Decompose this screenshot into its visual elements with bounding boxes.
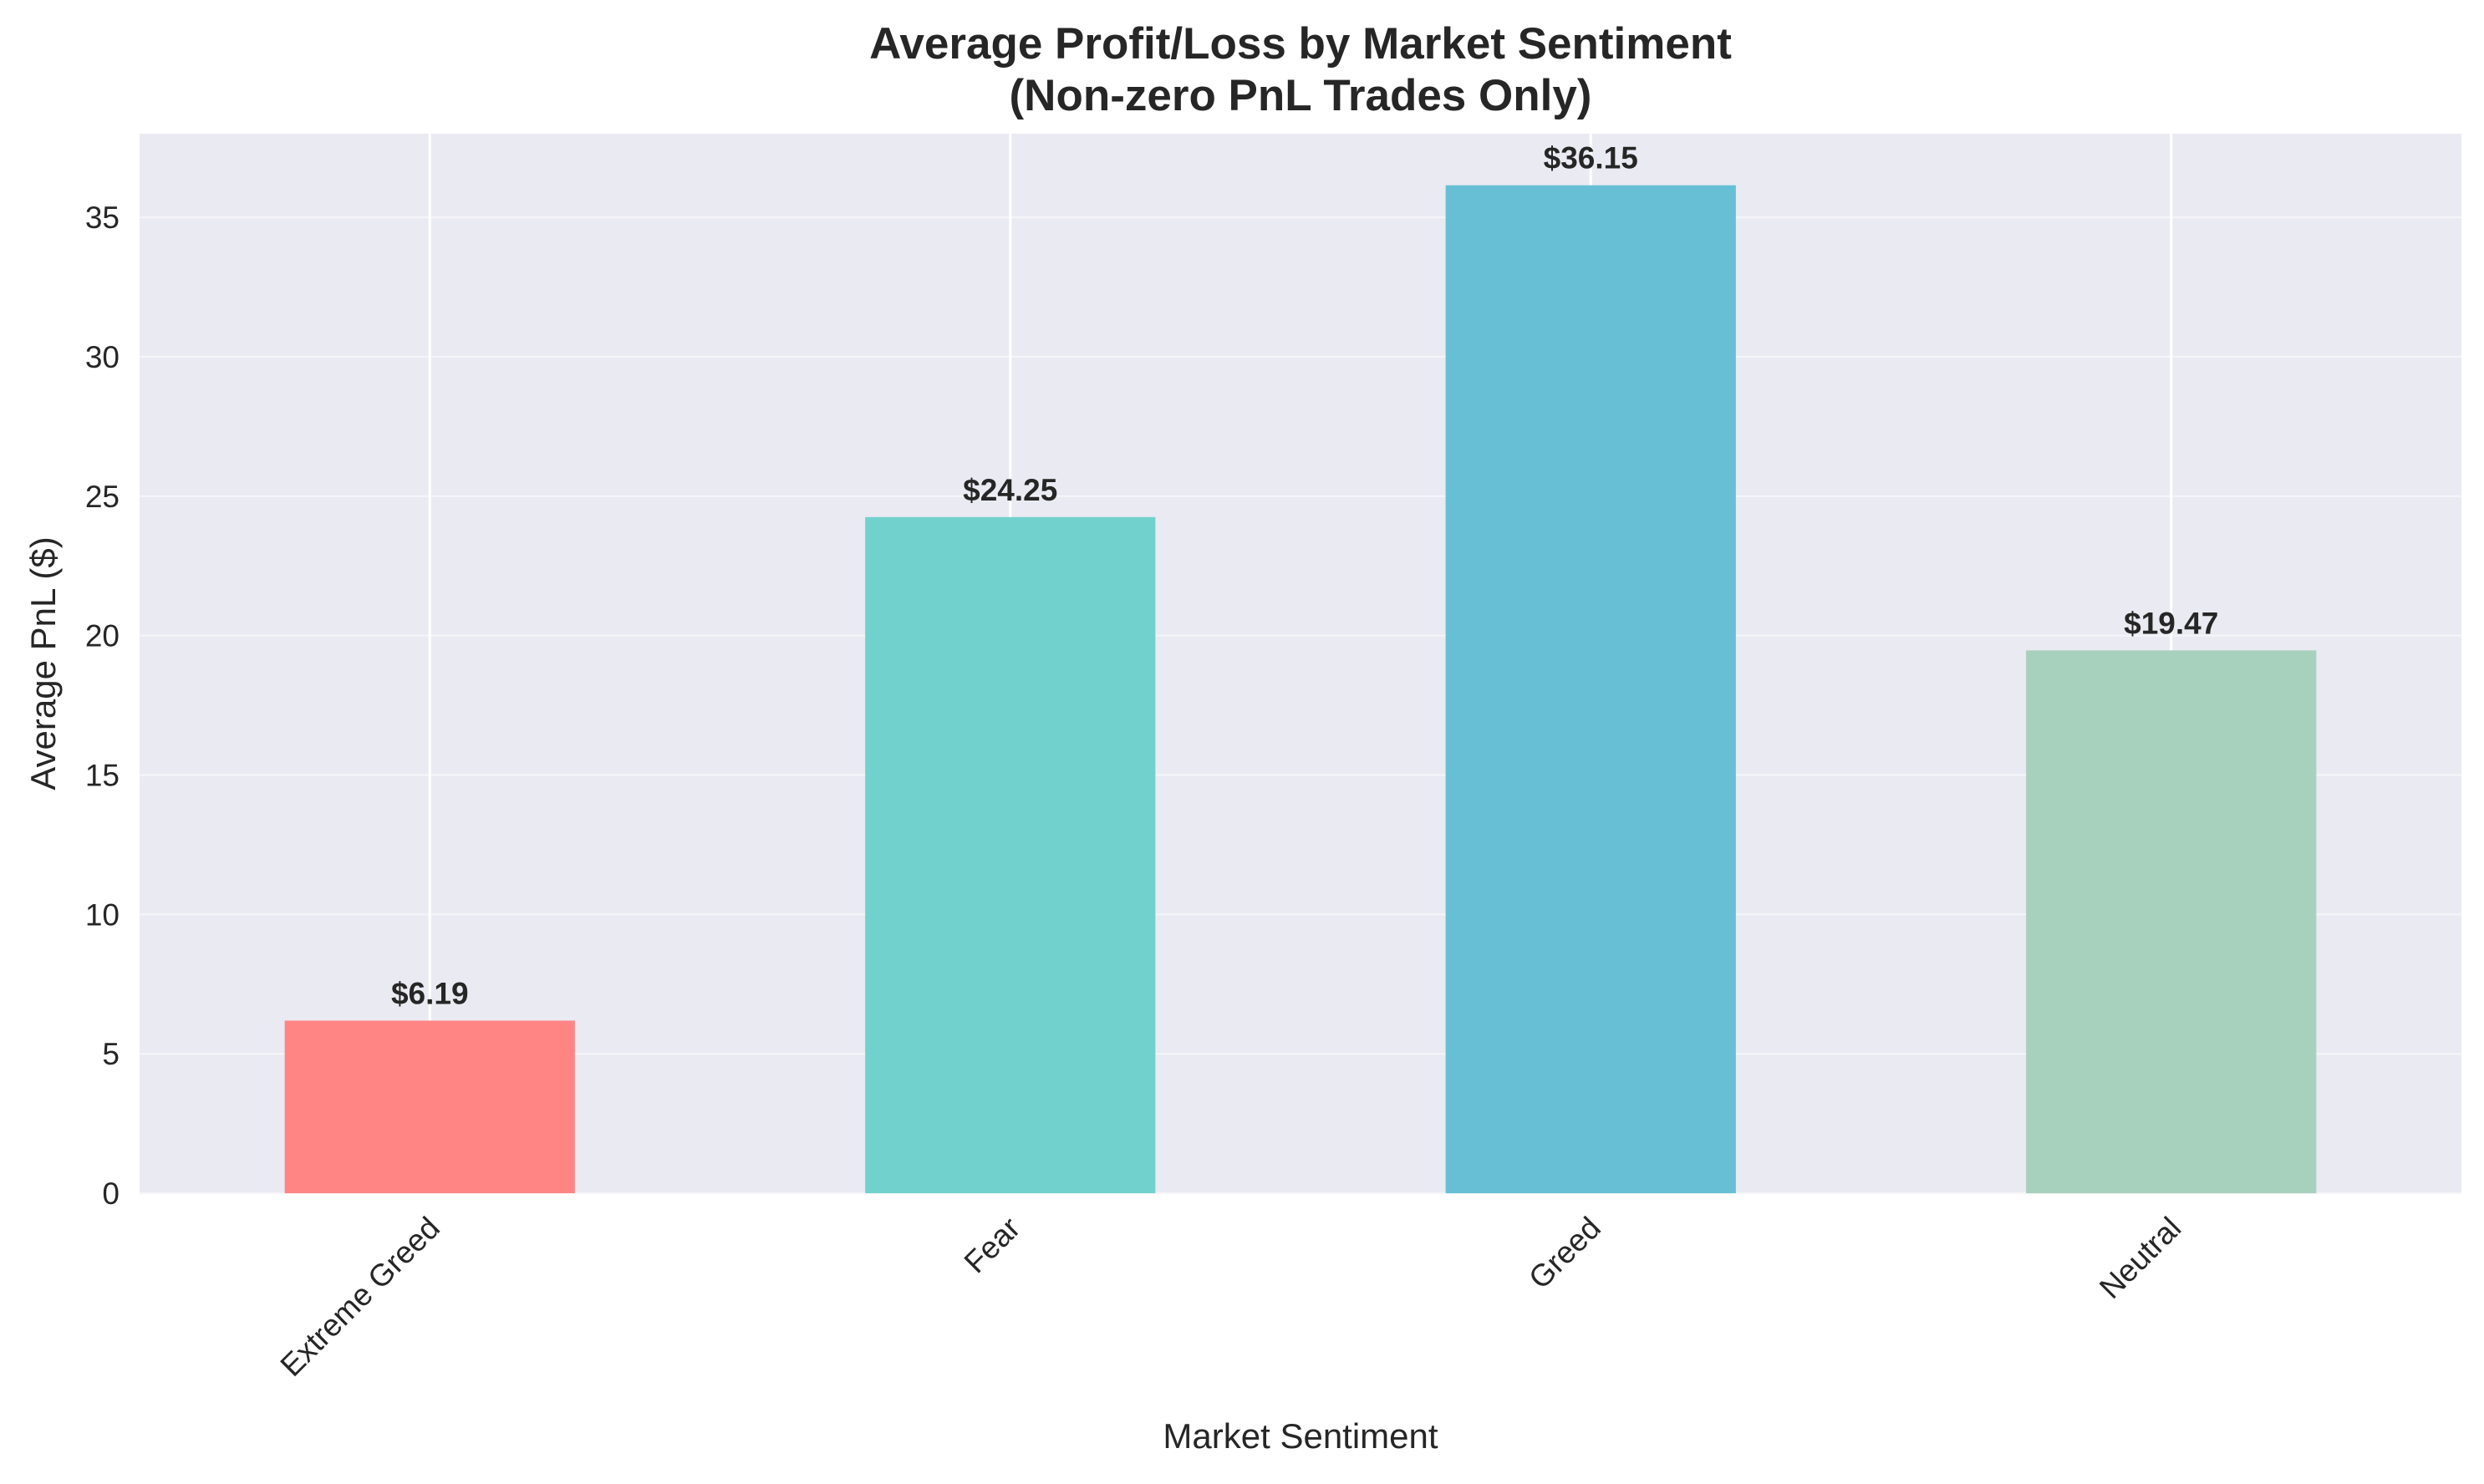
y-tick-label: 35: [85, 201, 120, 235]
x-axis-ticks: Extreme Greed Fear Greed Neutral: [274, 1211, 2188, 1383]
chart-title-line-1: Average Profit/Loss by Market Sentiment: [869, 19, 1732, 69]
bar-greed: [1445, 185, 1736, 1194]
x-tick-label: Greed: [1522, 1211, 1607, 1296]
bar-extreme-greed: [284, 1020, 575, 1193]
y-tick-label: 25: [85, 480, 120, 514]
x-tick-label: Extreme Greed: [274, 1211, 446, 1383]
data-labels: $6.19 $24.25 $36.15 $19.47: [391, 141, 2218, 1011]
y-tick-label: 5: [102, 1037, 120, 1071]
data-label: $36.15: [1544, 141, 1638, 175]
x-axis-label: Market Sentiment: [1163, 1416, 1438, 1456]
bar-fear: [865, 516, 1156, 1193]
data-label: $24.25: [963, 473, 1057, 507]
y-axis-ticks: 0 5 10 15 20 25 30 35: [85, 201, 120, 1211]
y-tick-label: 15: [85, 758, 120, 792]
x-tick-label: Neutral: [2093, 1211, 2187, 1305]
bar-neutral: [2026, 650, 2317, 1193]
chart-title-line-2: (Non-zero PnL Trades Only): [1010, 71, 1592, 120]
data-label: $19.47: [2124, 606, 2218, 640]
x-tick-label: Fear: [958, 1211, 1027, 1280]
y-tick-label: 30: [85, 340, 120, 374]
data-label: $6.19: [391, 976, 469, 1010]
y-tick-label: 10: [85, 897, 120, 932]
y-axis-label: Average PnL ($): [23, 536, 63, 790]
y-tick-label: 0: [102, 1177, 120, 1211]
bars: [284, 185, 2317, 1194]
y-tick-label: 20: [85, 619, 120, 653]
